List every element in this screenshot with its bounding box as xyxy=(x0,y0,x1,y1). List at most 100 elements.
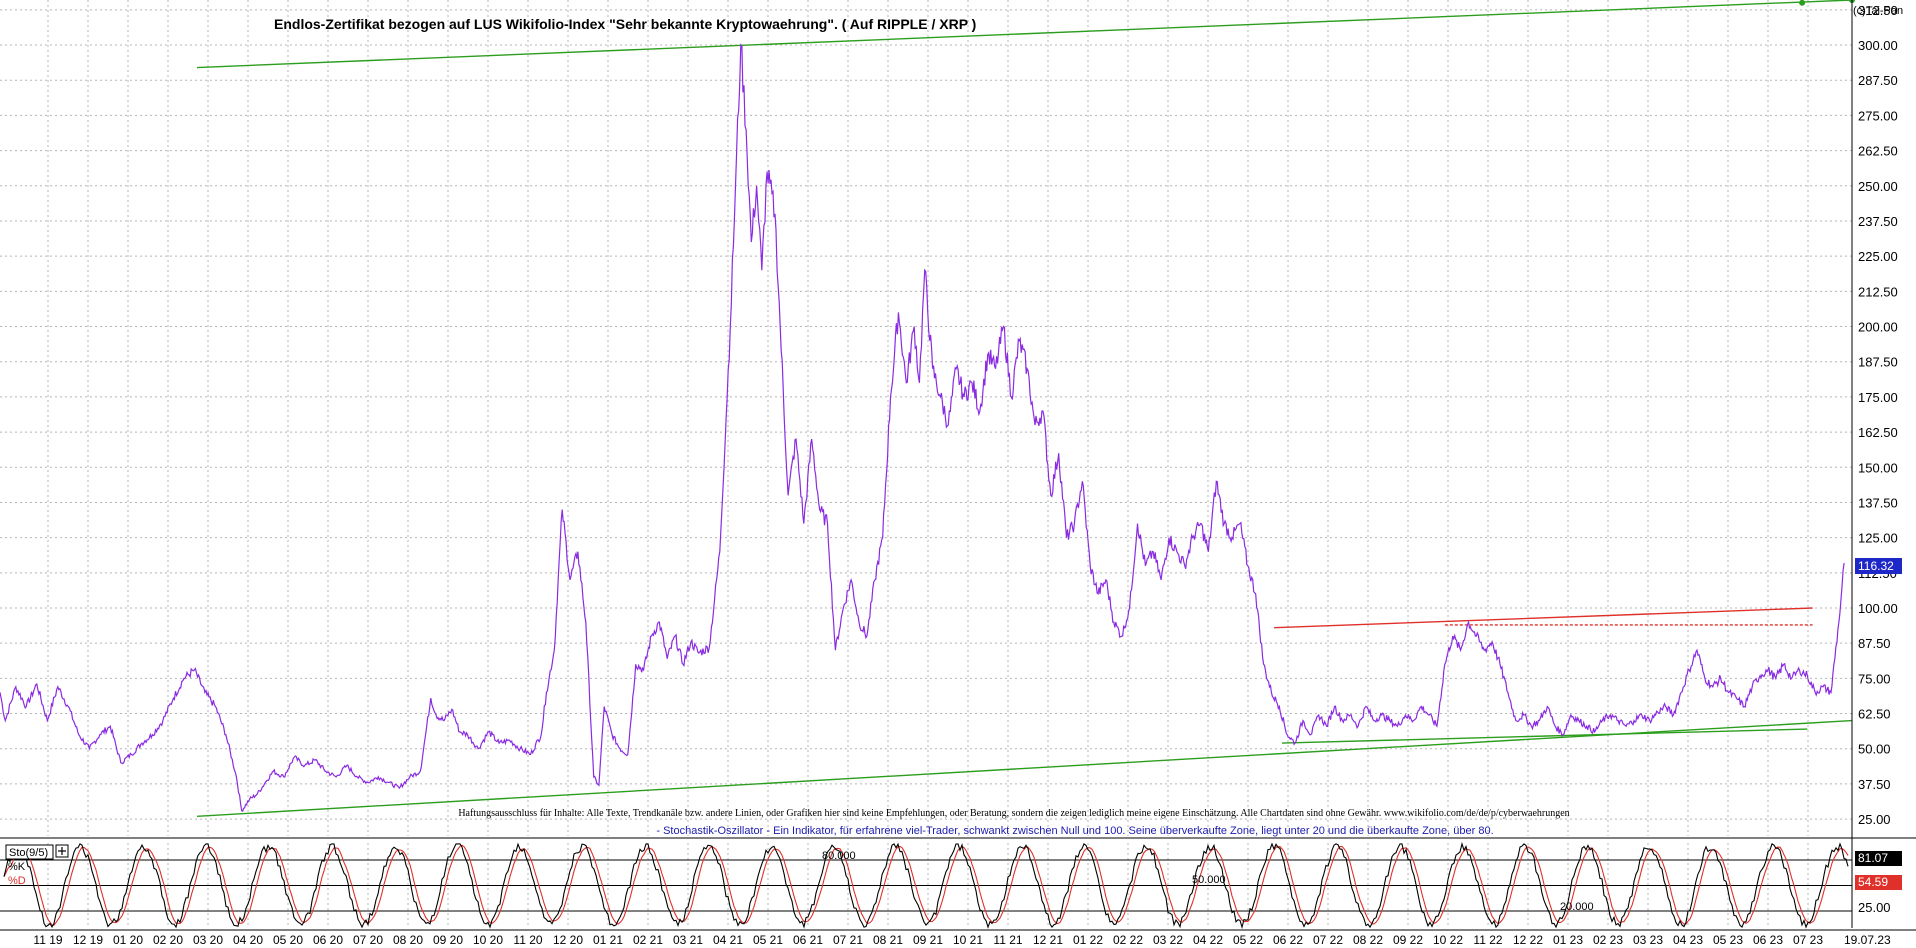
x-tick-label: 05 23 xyxy=(1713,933,1743,947)
x-tick-label: 08 22 xyxy=(1353,933,1383,947)
trendline-upper-red xyxy=(1274,607,1813,629)
x-tick-label: 07 21 xyxy=(833,933,863,947)
svg-text:50.000: 50.000 xyxy=(1192,874,1226,886)
y-tick-label: 175.00 xyxy=(1858,390,1898,405)
x-tick-label: 12 20 xyxy=(553,933,583,947)
x-tick-label: 08 21 xyxy=(873,933,903,947)
y-tick-label: 262.50 xyxy=(1858,144,1898,159)
y-tick-label: 50.00 xyxy=(1858,742,1891,757)
y-tick-label: 162.50 xyxy=(1858,425,1898,440)
y-tick-label: 25.00 xyxy=(1858,812,1891,827)
sto-panel-label: Sto(9/5) xyxy=(9,847,48,859)
y-tick-label: 125.00 xyxy=(1858,531,1898,546)
expand-icon[interactable] xyxy=(55,844,69,858)
x-tick-label: 12 19 xyxy=(73,933,103,947)
y-tick-label: 87.50 xyxy=(1858,636,1891,651)
level-80-label: 80.000 xyxy=(822,850,856,862)
x-tick-label: 05 22 xyxy=(1233,933,1263,947)
x-tick-label: 01 21 xyxy=(593,933,623,947)
x-tick-label: 09 21 xyxy=(913,933,943,947)
x-tick-label: 09 22 xyxy=(1393,933,1423,947)
x-tick-label: 10 20 xyxy=(473,933,503,947)
last-price-badge xyxy=(1855,558,1902,574)
x-tick-label: 07 23 xyxy=(1793,933,1823,947)
y-tick-label: 187.50 xyxy=(1858,355,1898,370)
x-end-label: 19.07.23 xyxy=(1844,933,1891,947)
trendline-anchor-dot xyxy=(1799,0,1806,6)
y-tick-label: 75.00 xyxy=(1858,671,1891,686)
x-tick-label: 04 22 xyxy=(1193,933,1223,947)
x-tick-label: 03 23 xyxy=(1633,933,1663,947)
k-legend-label: %K xyxy=(8,861,26,873)
sto-y-tick: 25.00 xyxy=(1858,900,1891,915)
main-grid xyxy=(0,0,1852,836)
y-tick-label: 275.00 xyxy=(1858,108,1898,123)
y-tick-label: 225.00 xyxy=(1858,249,1898,264)
y-tick-label: 300.00 xyxy=(1858,38,1898,53)
y-tick-label: 237.50 xyxy=(1858,214,1898,229)
x-tick-label: 03 21 xyxy=(673,933,703,947)
d-legend-label: %D xyxy=(8,875,26,887)
x-tick-label: 04 20 xyxy=(233,933,263,947)
k-last-value: 81.07 xyxy=(1858,851,1888,865)
disclaimer-text: Haftungsausschluss für Inhalte: Alle Tex… xyxy=(458,808,1569,819)
x-tick-label: 06 21 xyxy=(793,933,823,947)
d-last-badge xyxy=(1855,875,1902,890)
x-tick-label: 08 20 xyxy=(393,933,423,947)
sto-layer xyxy=(3,841,1849,930)
stochastic-description: - Stochastik-Oszillator - Ein Indikator,… xyxy=(656,825,1493,837)
x-tick-label: 06 22 xyxy=(1273,933,1303,947)
x-tick-label: 12 21 xyxy=(1033,933,1063,947)
x-tick-label: 11 21 xyxy=(993,933,1022,947)
level-50-label: 50.000 xyxy=(1192,874,1226,886)
sto-panel-label-box[interactable] xyxy=(5,844,54,860)
x-tick-label: 01 20 xyxy=(113,933,143,947)
y-tick-label: 137.50 xyxy=(1858,495,1898,510)
x-tick-label: 02 23 xyxy=(1593,933,1623,947)
trendline-lower-green xyxy=(196,719,1853,817)
x-tick-label: 10 21 xyxy=(953,933,983,947)
x-tick-label: 03 22 xyxy=(1153,933,1183,947)
y-tick-label: 250.00 xyxy=(1858,179,1898,194)
x-tick-label: 02 20 xyxy=(153,933,183,947)
chart-title: Endlos-Zertifikat bezogen auf LUS Wikifo… xyxy=(274,16,976,32)
svg-text:20.000: 20.000 xyxy=(1560,901,1594,913)
sto-d-line xyxy=(3,844,1849,926)
d-last-value: 54.59 xyxy=(1858,875,1888,889)
trendline-upper-green xyxy=(196,0,1853,69)
x-tick-label: 01 23 xyxy=(1553,933,1583,947)
x-axis: 11 19 12 19 01 20 02 20 03 20 04 20 05 20 06 20… xyxy=(33,933,1823,947)
price-line xyxy=(0,43,1845,813)
x-tick-label: 12 22 xyxy=(1513,933,1543,947)
y-tick-label: 62.50 xyxy=(1858,707,1891,722)
x-tick-label: 01 22 xyxy=(1073,933,1103,947)
x-tick-label: 06 20 xyxy=(313,933,343,947)
x-tick-label: 07 22 xyxy=(1313,933,1343,947)
copyright-label: (c)Tai-Pan xyxy=(1853,5,1903,17)
x-tick-label: 07 20 xyxy=(353,933,383,947)
last-price-value: 116.32 xyxy=(1858,559,1894,573)
sto-k-line xyxy=(3,841,1849,930)
y-tick-label: 200.00 xyxy=(1858,320,1898,335)
x-tick-label: 05 21 xyxy=(753,933,783,947)
x-tick-label: 04 23 xyxy=(1673,933,1703,947)
x-tick-label: 11 22 xyxy=(1473,933,1502,947)
x-tick-label: 05 20 xyxy=(273,933,303,947)
y-tick-label: 150.00 xyxy=(1858,460,1898,475)
y-tick-label: 312.50 xyxy=(1858,3,1898,18)
x-tick-label: 11 20 xyxy=(513,933,542,947)
x-tick-label: 09 20 xyxy=(433,933,463,947)
trendline-lower-green-2 xyxy=(1281,728,1808,744)
x-tick-label: 06 23 xyxy=(1753,933,1783,947)
trend-lines xyxy=(196,0,1855,817)
price-layer xyxy=(0,43,1845,813)
y-tick-label: 287.50 xyxy=(1858,73,1898,88)
x-tick-label: 02 21 xyxy=(633,933,663,947)
y-tick-label: 100.00 xyxy=(1858,601,1898,616)
k-last-badge xyxy=(1855,851,1902,866)
svg-text:80.000: 80.000 xyxy=(822,850,856,862)
x-tick-label: 11 19 xyxy=(33,933,62,947)
y-tick-label: 37.50 xyxy=(1858,777,1891,792)
